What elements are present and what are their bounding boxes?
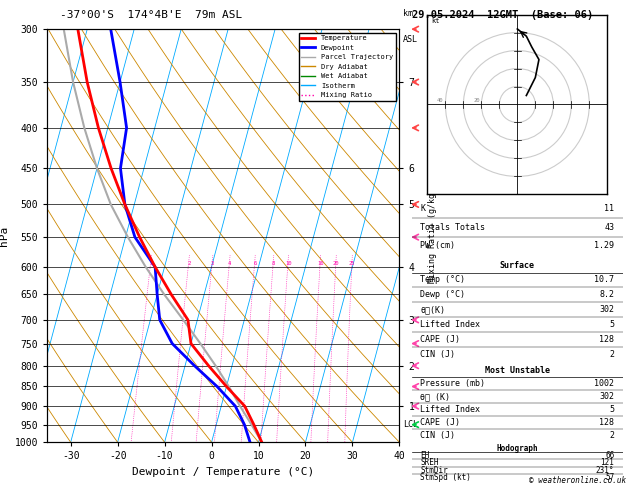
Text: 3: 3 bbox=[211, 261, 214, 266]
Text: 11: 11 bbox=[604, 204, 615, 213]
Text: 5: 5 bbox=[610, 405, 615, 415]
Text: CIN (J): CIN (J) bbox=[420, 431, 455, 440]
Text: 1002: 1002 bbox=[594, 380, 615, 388]
Text: 4: 4 bbox=[228, 261, 231, 266]
Text: 25: 25 bbox=[349, 261, 355, 266]
Text: 2: 2 bbox=[610, 431, 615, 440]
Text: SREH: SREH bbox=[420, 458, 439, 468]
Text: 2: 2 bbox=[610, 350, 615, 359]
Text: 1.29: 1.29 bbox=[594, 242, 615, 250]
Text: StmSpd (kt): StmSpd (kt) bbox=[420, 473, 471, 482]
Text: 302: 302 bbox=[599, 305, 615, 314]
Text: 8.2: 8.2 bbox=[599, 291, 615, 299]
Text: Temp (°C): Temp (°C) bbox=[420, 276, 465, 284]
Text: 66: 66 bbox=[605, 451, 615, 460]
Y-axis label: hPa: hPa bbox=[0, 226, 9, 246]
Text: θᴄ (K): θᴄ (K) bbox=[420, 392, 450, 401]
Text: 20: 20 bbox=[473, 98, 479, 103]
Text: 128: 128 bbox=[599, 335, 615, 344]
Text: 121: 121 bbox=[601, 458, 615, 468]
Text: Mixing Ratio (g/kg): Mixing Ratio (g/kg) bbox=[428, 188, 437, 283]
Legend: Temperature, Dewpoint, Parcel Trajectory, Dry Adiabat, Wet Adiabat, Isotherm, Mi: Temperature, Dewpoint, Parcel Trajectory… bbox=[299, 33, 396, 101]
Text: 6: 6 bbox=[253, 261, 257, 266]
Text: LCL: LCL bbox=[403, 420, 418, 429]
Text: Lifted Index: Lifted Index bbox=[420, 405, 481, 415]
Text: Lifted Index: Lifted Index bbox=[420, 320, 481, 329]
Text: 302: 302 bbox=[599, 392, 615, 401]
Text: K: K bbox=[420, 204, 425, 213]
Text: EH: EH bbox=[420, 451, 430, 460]
Text: 16: 16 bbox=[317, 261, 323, 266]
Text: Hodograph: Hodograph bbox=[496, 444, 538, 453]
Text: θᴄ(K): θᴄ(K) bbox=[420, 305, 445, 314]
Text: Totals Totals: Totals Totals bbox=[420, 223, 486, 232]
Text: 8: 8 bbox=[272, 261, 275, 266]
Text: -37°00'S  174°4B'E  79m ASL: -37°00'S 174°4B'E 79m ASL bbox=[60, 10, 242, 19]
Text: 10: 10 bbox=[285, 261, 291, 266]
Text: 20: 20 bbox=[333, 261, 339, 266]
Text: © weatheronline.co.uk: © weatheronline.co.uk bbox=[529, 476, 626, 485]
Text: km: km bbox=[403, 9, 413, 17]
Text: CAPE (J): CAPE (J) bbox=[420, 418, 460, 427]
Text: 1: 1 bbox=[149, 261, 152, 266]
Text: kt: kt bbox=[431, 18, 440, 24]
Text: 2: 2 bbox=[187, 261, 191, 266]
Text: CIN (J): CIN (J) bbox=[420, 350, 455, 359]
Text: CAPE (J): CAPE (J) bbox=[420, 335, 460, 344]
Text: 5: 5 bbox=[610, 320, 615, 329]
Text: 128: 128 bbox=[599, 418, 615, 427]
Text: 57: 57 bbox=[605, 473, 615, 482]
Text: StmDir: StmDir bbox=[420, 466, 448, 475]
Text: 231°: 231° bbox=[596, 466, 615, 475]
Text: 43: 43 bbox=[604, 223, 615, 232]
Text: Surface: Surface bbox=[500, 260, 535, 270]
Text: 29.05.2024  12GMT  (Base: 06): 29.05.2024 12GMT (Base: 06) bbox=[412, 10, 593, 19]
X-axis label: Dewpoint / Temperature (°C): Dewpoint / Temperature (°C) bbox=[132, 467, 314, 477]
Text: 10.7: 10.7 bbox=[594, 276, 615, 284]
Text: 40: 40 bbox=[437, 98, 443, 103]
Text: Dewp (°C): Dewp (°C) bbox=[420, 291, 465, 299]
Text: PW (cm): PW (cm) bbox=[420, 242, 455, 250]
Text: Pressure (mb): Pressure (mb) bbox=[420, 380, 486, 388]
Text: Most Unstable: Most Unstable bbox=[485, 366, 550, 376]
Text: ASL: ASL bbox=[403, 35, 418, 44]
